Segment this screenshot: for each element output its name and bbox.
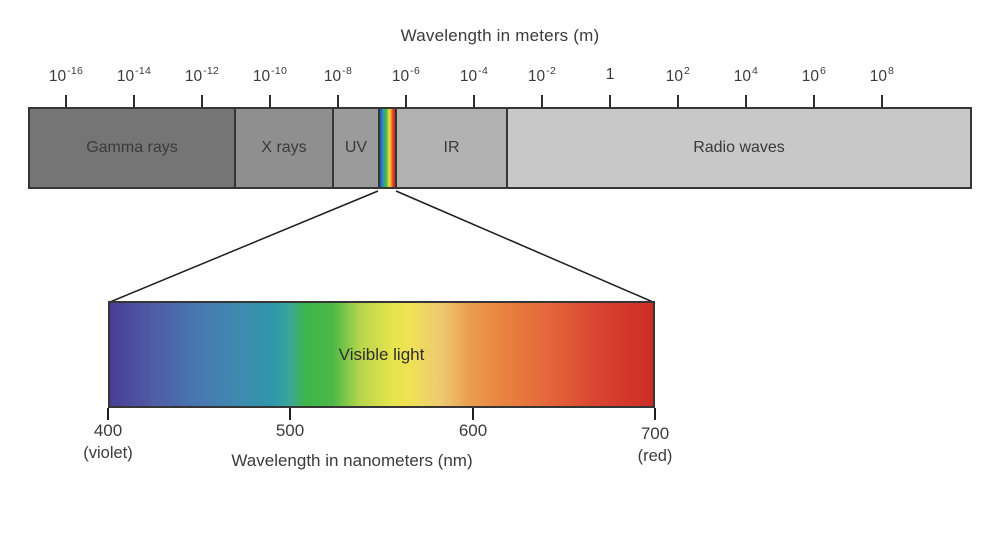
spectrum-bar: Gamma rays X rays UV IR Radio waves [28, 107, 972, 189]
meters-tick-mark [609, 95, 611, 107]
meters-tick-label: 10-6 [391, 65, 421, 86]
meters-tick-mark [473, 95, 475, 107]
nm-tick-mark [654, 408, 656, 420]
meters-tick-label: 10-4 [459, 65, 489, 86]
meters-axis-title: Wavelength in meters (m) [400, 26, 600, 45]
nanometers-axis-title: Wavelength in nanometers (nm) [231, 451, 473, 470]
meters-tick-mark [337, 95, 339, 107]
meters-tick-label: 10-16 [48, 65, 84, 86]
segment-uv: UV [332, 109, 378, 187]
meters-tick-label: 104 [733, 65, 759, 86]
segment-ir: IR [395, 109, 506, 187]
nm-tick-label: 700 [640, 424, 670, 443]
meters-tick-label: 1 [605, 66, 615, 83]
segment-x-rays: X rays [234, 109, 332, 187]
meters-tick-mark [65, 95, 67, 107]
nm-tick-sublabel: (violet) [83, 444, 133, 462]
nm-tick-mark [472, 408, 474, 420]
visible-light-bar: Visible light [108, 301, 655, 408]
meters-tick-mark [881, 95, 883, 107]
segment-gamma-rays: Gamma rays [30, 109, 234, 187]
nm-tick-sublabel: (red) [637, 447, 673, 465]
meters-tick-mark [405, 95, 407, 107]
segment-label: Gamma rays [86, 139, 178, 156]
meters-tick-mark [269, 95, 271, 107]
meters-tick-mark [133, 95, 135, 107]
visible-light-label: Visible light [338, 344, 425, 364]
meters-tick-mark [745, 95, 747, 107]
meters-tick-label: 106 [801, 65, 827, 86]
meters-tick-label: 10-2 [527, 65, 557, 86]
segment-label: UV [344, 139, 368, 156]
nm-tick-label: 600 [458, 421, 488, 440]
segment-label: X rays [261, 139, 307, 156]
segment-radio-waves: Radio waves [506, 109, 970, 187]
meters-tick-mark [541, 95, 543, 107]
meters-tick-mark [201, 95, 203, 107]
meters-tick-mark [813, 95, 815, 107]
connector-line-right [395, 190, 654, 303]
meters-tick-label: 10-10 [252, 65, 288, 86]
nm-tick-label: 500 [275, 421, 305, 440]
segment-label: IR [443, 139, 460, 156]
meters-tick-label: 102 [665, 65, 691, 86]
meters-tick-label: 10-14 [116, 65, 152, 86]
connector-line-left [109, 190, 379, 303]
nm-tick-mark [107, 408, 109, 420]
meters-tick-label: 10-12 [184, 65, 220, 86]
nm-tick-label: 400 [93, 421, 123, 440]
meters-tick-label: 108 [869, 65, 895, 86]
meters-tick-mark [677, 95, 679, 107]
segment-visible-strip [378, 109, 395, 187]
segment-label: Radio waves [693, 139, 785, 156]
nm-tick-mark [289, 408, 291, 420]
meters-tick-label: 10-8 [323, 65, 353, 86]
